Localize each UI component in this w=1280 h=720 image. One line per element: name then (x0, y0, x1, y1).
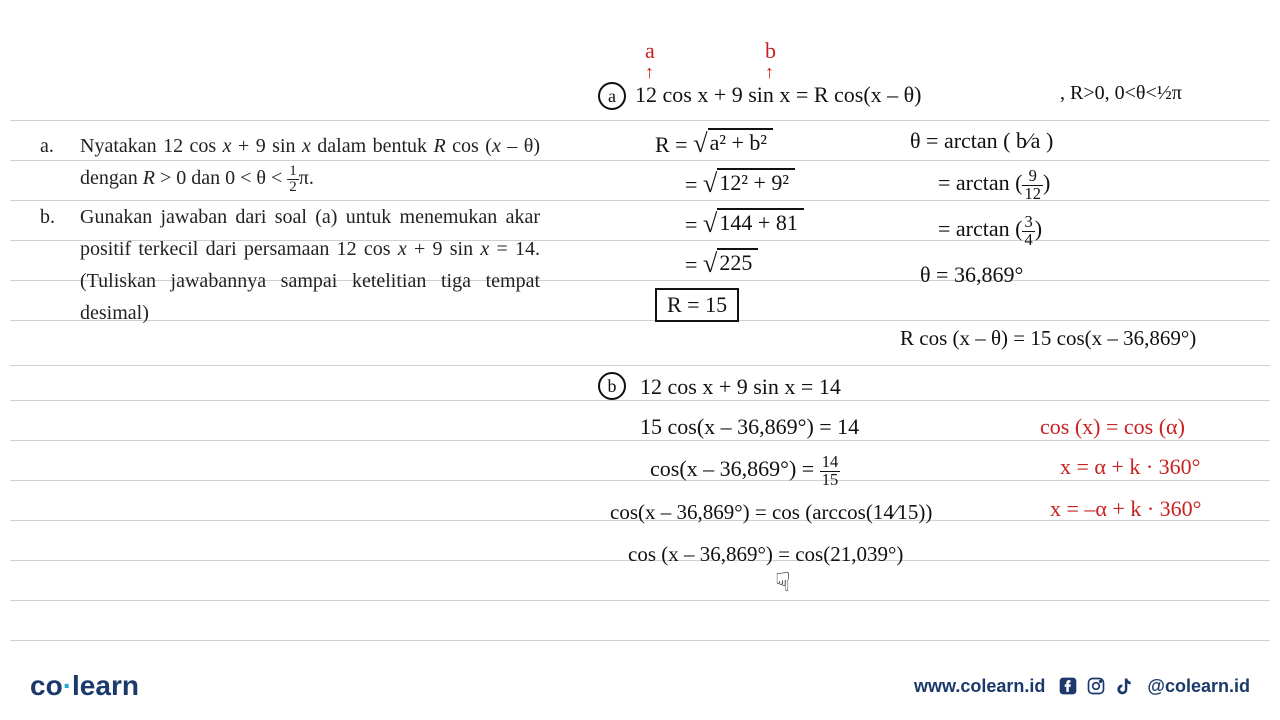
red-arrow-b: ↑ (765, 62, 774, 83)
instagram-icon (1085, 675, 1107, 697)
eq-result-a: R cos (x – θ) = 15 cos(x – 36,869°) (900, 326, 1196, 351)
sqrt-1-arg: a² + b² (708, 128, 773, 156)
footer-handle: @colearn.id (1147, 676, 1250, 697)
eq-R1-lhs: R = (655, 132, 693, 157)
eq-th3: = arctan (34) (938, 214, 1042, 248)
eq-th-val: θ = 36,869° (920, 262, 1023, 288)
eq-b4: cos(x – 36,869°) = cos (arccos(14⁄15)) (610, 500, 932, 525)
qa-R1: R (434, 135, 446, 157)
sqrt-2-arg: 12² + 9² (717, 168, 795, 196)
qb-x2: x (480, 238, 489, 260)
eq-a1: 12 cos x + 9 sin x = R cos(x – θ) (635, 82, 922, 108)
eq-a1-cond: , R>0, 0<θ<½π (1060, 82, 1182, 105)
eq-th2: = arctan (912) (938, 168, 1050, 202)
eq-th3-pre: = arctan (938, 216, 1010, 241)
question-panel: a. Nyatakan 12 cos x + 9 sin x dalam ben… (40, 130, 540, 335)
qb-x1: x (398, 238, 407, 260)
qa-t4: cos ( (446, 135, 492, 157)
logo-dot: · (63, 670, 72, 701)
logo-part1: co (30, 670, 63, 701)
qa-R2: R (143, 167, 155, 189)
marker-a: a (598, 82, 626, 110)
marker-b: b (598, 372, 626, 400)
footer: co·learn www.colearn.id @colearn.id (30, 670, 1250, 702)
eq-R2: = √12² + 9² (685, 168, 795, 199)
eq-th2-pre: = arctan (938, 170, 1010, 195)
qa-t6: > 0 dan 0 < θ < (155, 167, 287, 189)
question-b-text: Gunakan jawaban dari soal (a) untuk mene… (80, 201, 540, 329)
eq-b1: 12 cos x + 9 sin x = 14 (640, 374, 841, 400)
qa-x3: x (492, 135, 501, 157)
red-label-a: a (645, 38, 655, 64)
eq-th2-frac: 912 (1022, 168, 1043, 202)
sqrt-3-arg: 144 + 81 (717, 208, 803, 236)
red-arrow-a: ↑ (645, 62, 654, 83)
red-sol2: x = –α + k · 360° (1050, 496, 1201, 522)
eq-R4: = √225 (685, 248, 758, 279)
qa-t7: π. (299, 167, 314, 189)
qa-x1: x (223, 135, 232, 157)
social-icons (1057, 675, 1135, 697)
qb-t2: + 9 sin (407, 238, 481, 260)
qa-frac-d: 2 (287, 180, 299, 195)
eq-R-box-inner: R = 15 (655, 288, 739, 322)
question-a: a. Nyatakan 12 cos x + 9 sin x dalam ben… (40, 130, 540, 195)
qa-x2: x (302, 135, 311, 157)
eq-b3-d: 15 (820, 472, 841, 489)
question-b-label: b. (40, 201, 80, 329)
eq-th1: θ = arctan ( b⁄a ) (910, 128, 1053, 154)
sqrt-4-arg: 225 (717, 248, 758, 276)
facebook-icon (1057, 675, 1079, 697)
eq-R1: R = √a² + b² (655, 128, 773, 159)
eq-th3-d: 4 (1022, 232, 1034, 249)
logo-part2: learn (72, 670, 139, 701)
eq-th2-n: 9 (1022, 168, 1043, 186)
eq-b2: 15 cos(x – 36,869°) = 14 (640, 414, 859, 440)
footer-url: www.colearn.id (914, 676, 1045, 697)
question-a-text: Nyatakan 12 cos x + 9 sin x dalam bentuk… (80, 130, 540, 195)
question-a-label: a. (40, 130, 80, 195)
eq-th2-d: 12 (1022, 186, 1043, 203)
sqrt-1: √a² + b² (693, 128, 773, 159)
eq-R3: = √144 + 81 (685, 208, 804, 239)
eq-b5: cos (x – 36,869°) = cos(21,039°) (628, 542, 903, 567)
eq-b3-l: cos(x – 36,869°) = (650, 456, 820, 481)
qa-t2: + 9 sin (232, 135, 302, 157)
qa-t3: dalam bentuk (311, 135, 434, 157)
footer-right: www.colearn.id @colearn.id (914, 675, 1250, 697)
eq-b3: cos(x – 36,869°) = 1415 (650, 454, 840, 488)
eq-b3-frac: 1415 (820, 454, 841, 488)
sqrt-3: √144 + 81 (703, 208, 804, 239)
question-b: b. Gunakan jawaban dari soal (a) untuk m… (40, 201, 540, 329)
eq-th3-frac: 34 (1022, 214, 1034, 248)
eq-R-box: R = 15 (655, 288, 739, 322)
marker-b-circle: b (598, 372, 626, 400)
red-cos-eq: cos (x) = cos (α) (1040, 414, 1185, 440)
eq-b3-n: 14 (820, 454, 841, 472)
eq-th3-n: 3 (1022, 214, 1034, 232)
qa-frac: 12 (287, 164, 299, 195)
sqrt-4: √225 (703, 248, 758, 279)
ruled-background (0, 0, 1280, 720)
sqrt-2: √12² + 9² (703, 168, 795, 199)
qa-t1: Nyatakan 12 cos (80, 135, 223, 157)
marker-a-circle: a (598, 82, 626, 110)
hand-cursor-icon: ☟ (775, 568, 791, 598)
brand-logo: co·learn (30, 670, 139, 702)
red-label-b: b (765, 38, 776, 64)
tiktok-icon (1113, 675, 1135, 697)
qa-frac-n: 1 (287, 164, 299, 180)
red-sol1: x = α + k · 360° (1060, 454, 1200, 480)
